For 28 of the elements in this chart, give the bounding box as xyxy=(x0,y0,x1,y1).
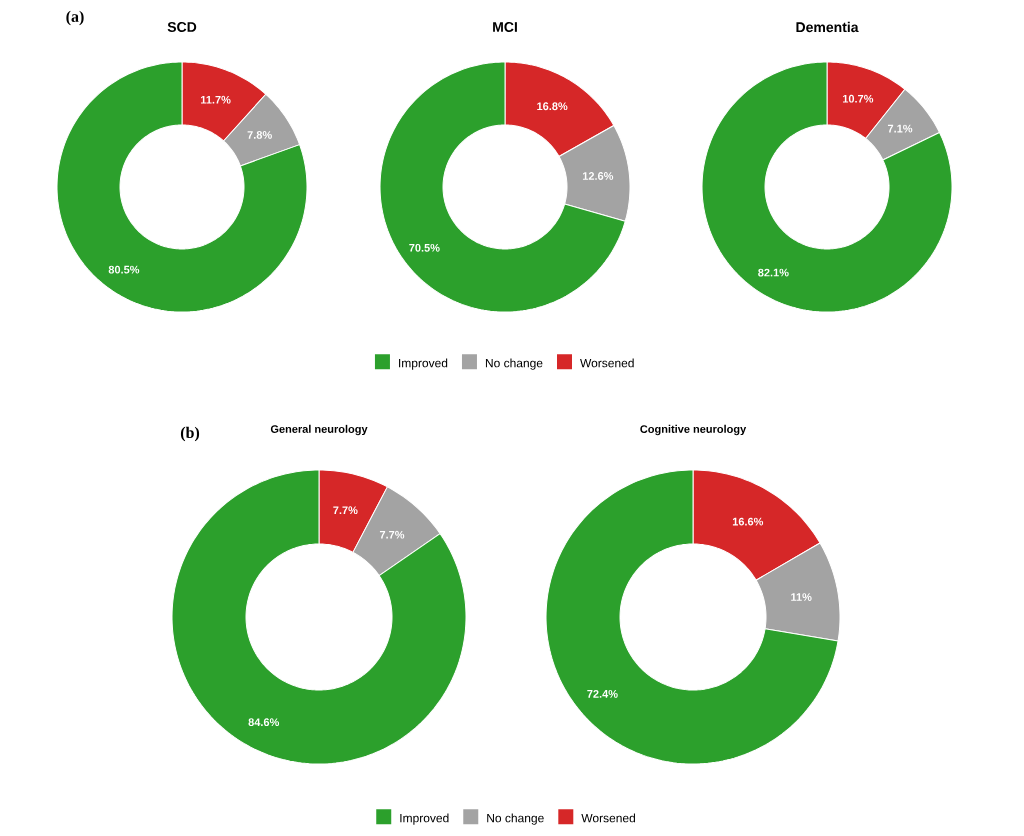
legend-label: Improved xyxy=(400,813,449,825)
data-label: 12.6% xyxy=(582,172,614,180)
text: (b) xyxy=(180,426,200,442)
data-label: 84.6% xyxy=(248,718,280,727)
chart-title: SCD xyxy=(167,22,197,32)
text: (a) xyxy=(66,10,84,26)
chart-title: General neurology xyxy=(270,424,368,436)
data-label: 16.8% xyxy=(537,102,568,111)
legend-label: No change xyxy=(487,813,544,825)
data-label: 7.7% xyxy=(333,506,358,515)
data-label: 80.5% xyxy=(108,265,140,274)
data-label: 11.7% xyxy=(201,95,231,104)
legend-label: No change xyxy=(485,358,543,370)
data-label: 11% xyxy=(791,593,812,601)
data-label: 82.1% xyxy=(758,268,789,277)
data-label: 10.7% xyxy=(842,94,874,103)
data-label: 7.8% xyxy=(247,131,272,139)
data-label: 70.5% xyxy=(409,243,440,252)
legend-label: Worsened xyxy=(581,813,635,823)
legend-label: Improved xyxy=(399,358,448,370)
chart-title: MCI xyxy=(493,22,517,32)
data-label: 16.6% xyxy=(732,517,764,526)
data-label: 72.4% xyxy=(587,690,618,698)
chart-title: Cognitive neurology xyxy=(640,424,747,436)
data-label: 7.7% xyxy=(379,530,405,539)
legend-label: Worsened xyxy=(580,358,634,368)
chart-title: Dementia xyxy=(796,21,859,33)
data-label: 7.1% xyxy=(887,124,913,133)
